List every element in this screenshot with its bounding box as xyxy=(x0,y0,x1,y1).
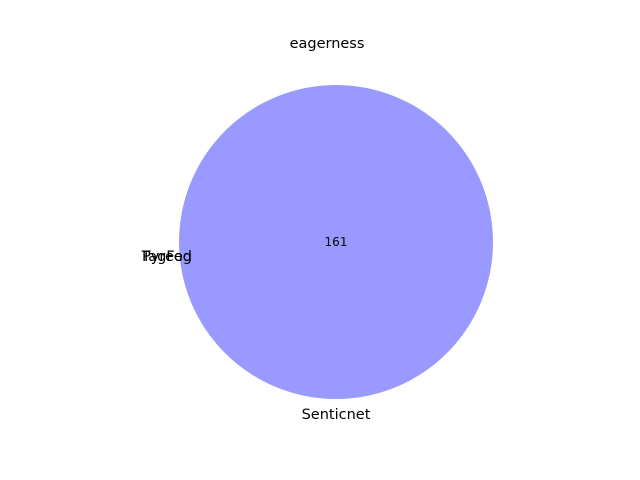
diagram-title: eagerness xyxy=(290,36,365,52)
region-count-label: 161 xyxy=(325,235,348,249)
set-label-pyreog: Pyreog xyxy=(142,249,192,265)
senticnet-region xyxy=(179,85,493,399)
set-label-senticnet: Senticnet xyxy=(302,407,371,423)
set-label-tagfed: TagFed xyxy=(141,249,192,265)
